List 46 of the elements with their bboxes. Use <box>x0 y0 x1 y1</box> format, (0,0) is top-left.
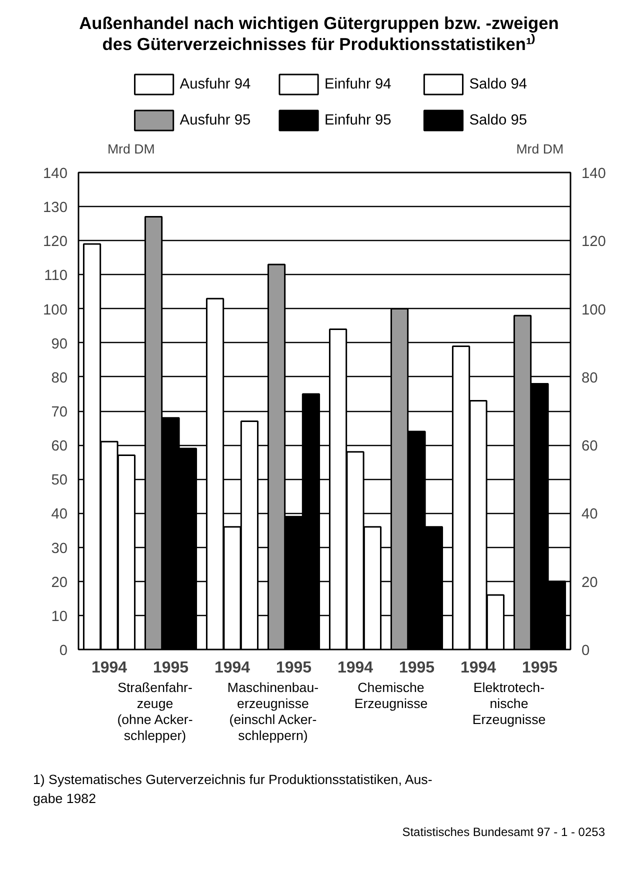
y-tick-label: 30 <box>51 540 68 557</box>
y2-tick-label: 100 <box>582 302 606 318</box>
x-tick-label: 1995 <box>152 660 189 676</box>
text: Straßenfahr- zeuge (ohne Acker- schlepper) <box>117 680 193 744</box>
y2-tick-label: 60 <box>582 438 598 455</box>
legend-label: Saldo 94 <box>469 76 528 92</box>
y2-tick-label: 120 <box>582 234 606 250</box>
y2-tick-label: 0 <box>582 643 590 659</box>
y-tick-label: 100 <box>43 302 68 318</box>
x-tick-label: 1995 <box>522 660 558 676</box>
y-tick-label: 80 <box>51 370 68 386</box>
x-tick-label: 1994 <box>214 660 250 676</box>
y2-tick-label: 40 <box>582 506 598 523</box>
y2-tick-label: 80 <box>582 370 598 386</box>
legend-label: Einfuhr 95 <box>324 112 392 128</box>
text: Statistisches Bundesamt 97 - 1 - 0253 <box>402 824 605 841</box>
y-tick-label: 10 <box>51 608 68 625</box>
y-tick-label: 90 <box>51 336 68 352</box>
y2-tick-label: 20 <box>582 574 598 591</box>
chart-title: Außenhandel nach wichtigen Gütergruppen bzw. -zweigen des Güterverzeichnisses für Produktionsstatistiken¹⁾ <box>79 13 559 55</box>
text: Elektrotech- nische Erzeugnisse <box>472 680 546 728</box>
y-tick-label: 20 <box>51 574 68 591</box>
text: 1) Systematisches Guterverzeichnis fur Produktionsstatistiken, Aus- gabe 1982 <box>33 771 432 808</box>
y-tick-label: 0 <box>59 643 68 659</box>
legend-label: Einfuhr 94 <box>324 76 392 92</box>
y-tick-label: 130 <box>43 200 68 216</box>
legend-label: Saldo 95 <box>469 112 528 128</box>
y-tick-label: 50 <box>51 472 68 489</box>
text: Chemische Erzeugnisse <box>354 680 428 712</box>
text: Maschinenbau- erzeugnisse (einschl Acker- schleppern) <box>227 680 319 744</box>
y-tick-label: 40 <box>51 506 68 523</box>
x-tick-label: 1994 <box>91 660 128 676</box>
legend-label: Ausfuhr 94 <box>180 76 251 92</box>
y-tick-label: 70 <box>51 404 68 420</box>
y-tick-label: 110 <box>44 268 68 284</box>
x-tick-label: 1995 <box>398 660 435 676</box>
y-tick-label: 60 <box>51 438 68 455</box>
y-axis-title: Mrd DM <box>107 142 155 156</box>
y-tick-label: 120 <box>43 234 68 250</box>
y-tick-label: 140 <box>43 166 68 182</box>
x-tick-label: 1994 <box>460 660 496 676</box>
x-tick-label: 1995 <box>276 660 312 676</box>
y2-axis-title: Mrd DM <box>516 142 564 156</box>
y2-tick-label: 140 <box>582 166 606 182</box>
legend-label: Ausfuhr 95 <box>180 112 251 128</box>
x-tick-label: 1994 <box>337 660 374 676</box>
